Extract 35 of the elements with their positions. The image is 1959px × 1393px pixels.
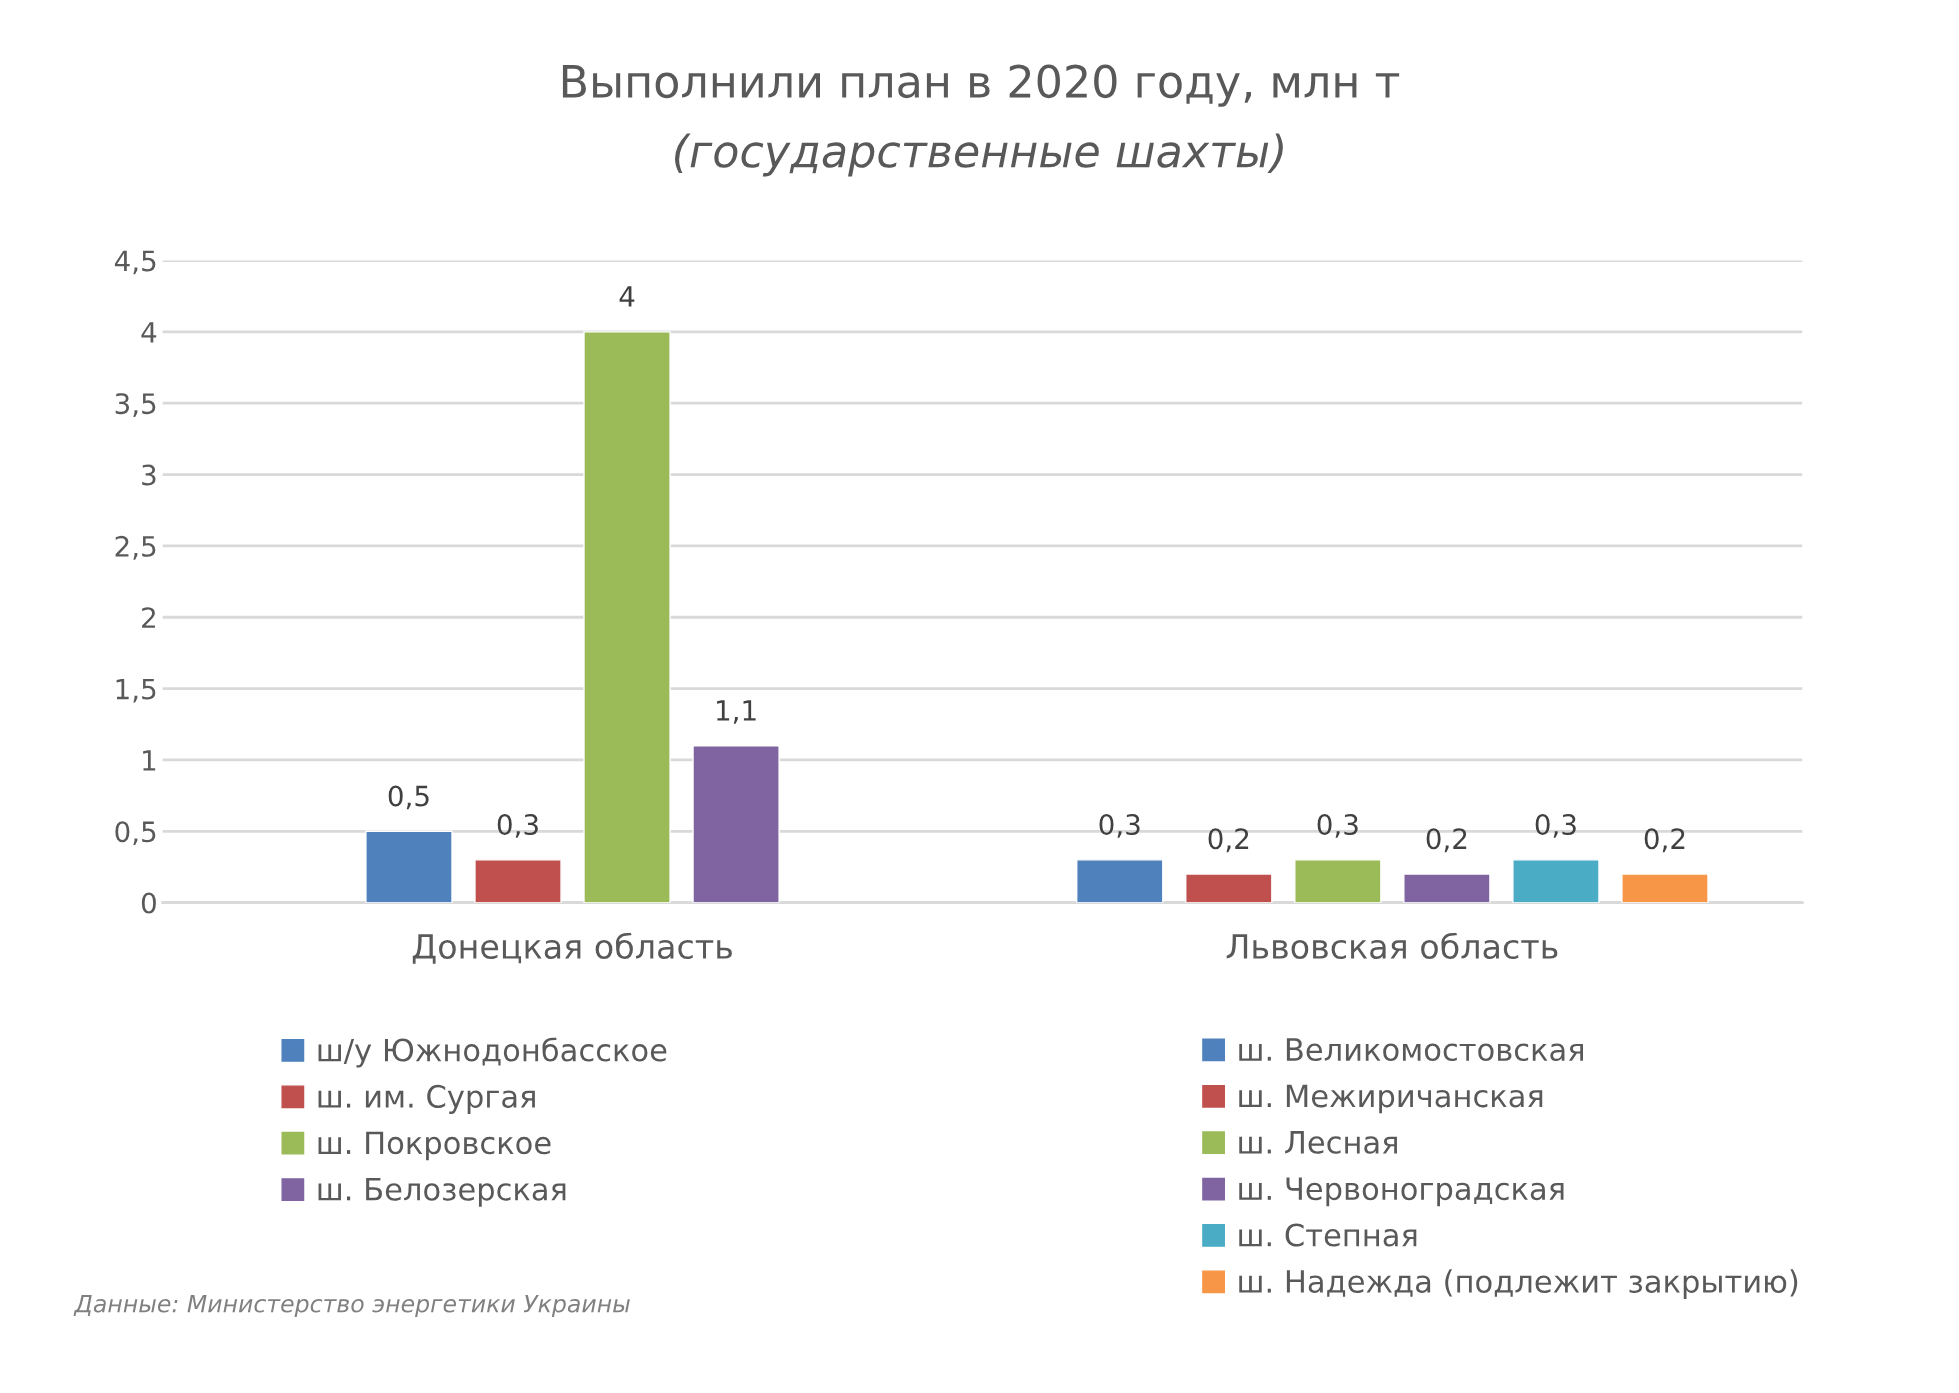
y-tick-label: 4,5 [114, 250, 156, 275]
chart-title: Выполнили план в 2020 году, млн т [562, 64, 1400, 107]
x-tick-label: Донецкая область [412, 932, 732, 964]
y-tick-label: 0,5 [115, 821, 156, 846]
data-label: 0,3 [1099, 814, 1140, 838]
y-tick-label: 2 [142, 607, 155, 628]
y-tick-label: 1 [143, 750, 156, 771]
data-label: 0,2 [1644, 828, 1685, 853]
legend-label: ш. Белозерская [318, 1178, 566, 1207]
legend-label: ш. Надежда (подлежит закрытию) [1239, 1269, 1798, 1299]
data-label: 0,2 [1208, 828, 1249, 853]
chart-subtitle: (государственные шахты) [674, 133, 1283, 177]
data-label: 1,1 [717, 700, 756, 724]
data-label: 0,3 [1317, 814, 1358, 838]
legend-label: ш. Великомостовская [1239, 1038, 1584, 1062]
text: Данные: Министерство энергетики Украины [73, 1294, 630, 1318]
data-label: 0,3 [1535, 814, 1576, 838]
legend-label: ш. Степная [1239, 1223, 1417, 1247]
legend-label: ш. Межиричанская [1239, 1084, 1543, 1114]
y-tick-label: 0 [141, 892, 156, 914]
y-tick-label: 2,5 [115, 535, 156, 560]
y-tick-label: 4 [141, 322, 157, 343]
data-label: 0,3 [497, 814, 538, 838]
y-tick-label: 3,5 [115, 393, 156, 417]
legend-label: ш. им. Сургая [318, 1084, 535, 1114]
y-tick-label: 3 [142, 464, 156, 486]
x-tick-label: Львовская область [1226, 932, 1558, 960]
legend-label: ш/у Южнодонбасское [318, 1037, 667, 1068]
y-tick-label: 1,5 [116, 678, 156, 703]
data-label: 0,2 [1426, 828, 1467, 853]
legend-label: ш. Лесная [1239, 1131, 1397, 1154]
data-label: 0,5 [388, 785, 429, 810]
legend-label: ш. Покровское [318, 1131, 551, 1161]
legend-label: ш. Червоноградская [1239, 1177, 1564, 1207]
data-label: 4 [619, 286, 635, 307]
